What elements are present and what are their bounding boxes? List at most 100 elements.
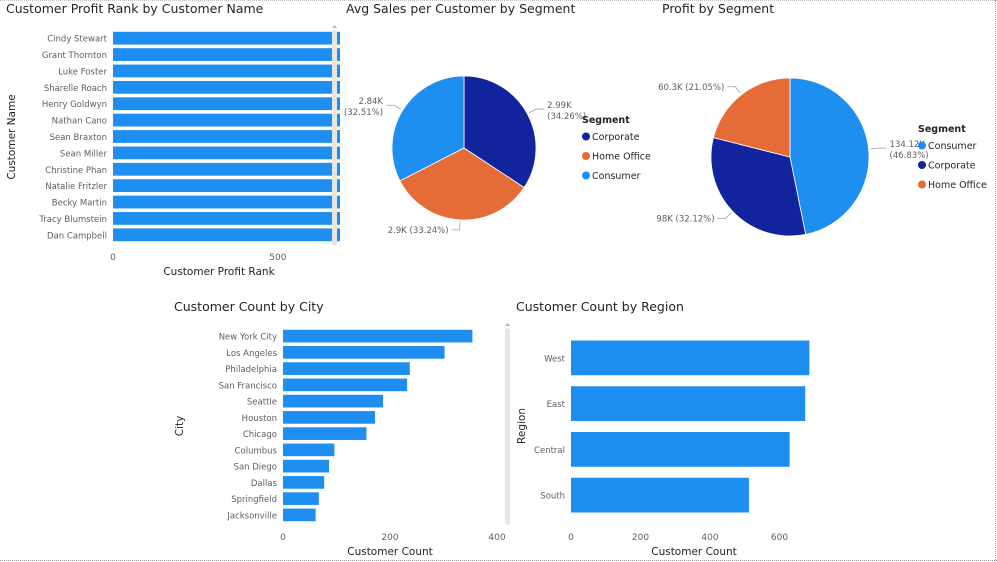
avg-sales-segment-title: Avg Sales per Customer by Segment	[346, 1, 576, 16]
category-label: Cindy Stewart	[47, 35, 107, 45]
x-tick-label: 200	[381, 533, 398, 543]
scrollbar	[332, 30, 337, 246]
legend-item: Corporate	[592, 132, 640, 143]
bar	[283, 443, 335, 457]
leader-line	[727, 86, 741, 94]
legend-item: Home Office	[928, 180, 987, 191]
category-label: Springfield	[231, 495, 277, 505]
count-city-chart: New York City Los Angeles Philadelphia San …	[174, 323, 510, 558]
canvas-right-border	[995, 0, 996, 562]
legend-title: Segment	[582, 115, 630, 126]
bar	[113, 130, 340, 143]
legend-marker	[918, 180, 926, 189]
x-tick-label: 0	[110, 253, 116, 263]
bar	[113, 195, 340, 209]
legend-item: Home Office	[592, 152, 651, 163]
pie-slice	[789, 77, 870, 235]
bar	[571, 431, 790, 467]
bar	[283, 362, 410, 375]
bar	[113, 228, 340, 242]
category-label: Chicago	[243, 430, 277, 440]
profit-rank-chart: Cindy Stewart Grant Thornton Luke Foster Sh…	[6, 25, 340, 278]
category-label: Luke Foster	[58, 67, 107, 77]
category-label: Sean Braxton	[50, 133, 107, 143]
category-label: West	[544, 354, 566, 364]
category-label: Seattle	[247, 398, 277, 408]
category-label: Sharelle Roach	[44, 84, 107, 94]
canvas-top-border	[0, 0, 997, 1]
x-tick-label: 0	[280, 533, 286, 543]
bar	[283, 346, 445, 359]
category-label: Tracy Blumstein	[38, 215, 107, 225]
category-label: Nathan Cano	[52, 117, 107, 127]
category-label: Los Angeles	[226, 349, 277, 359]
category-label: San Diego	[234, 463, 277, 473]
category-label: New York City	[219, 333, 277, 343]
legend-marker	[582, 171, 590, 180]
profit-rank-title: Customer Profit Rank by Customer Name	[6, 1, 264, 16]
profit-segment-chart: 134.12K(46.83%) 91.98K (32.12%) 60.3K (21.…	[656, 77, 987, 237]
data-label: 91.98K (32.12%)	[656, 214, 715, 224]
bar	[283, 427, 367, 440]
pie-slice	[399, 147, 525, 221]
bar	[283, 411, 376, 424]
scroll-up-icon	[332, 25, 337, 28]
category-label: Philadelphia	[225, 365, 277, 375]
profit-segment-title: Profit by Segment	[662, 1, 775, 16]
x-tick-label: 400	[488, 533, 505, 543]
data-label-percent: (32.51%)	[344, 108, 383, 118]
pie-slice	[712, 77, 791, 158]
x-axis-title: Customer Count	[347, 546, 433, 558]
legend-item: Corporate	[928, 161, 976, 172]
category-label: Dallas	[251, 479, 278, 489]
profit-rank-visual[interactable]: Customer Profit Rank by Customer Name Ci…	[0, 0, 340, 282]
legend-marker	[918, 161, 926, 169]
legend-item: Consumer	[928, 141, 977, 152]
category-label: Natalie Fritzler	[45, 182, 107, 192]
scroll-up-icon	[505, 323, 510, 326]
legend-marker	[582, 132, 590, 141]
bar	[283, 492, 319, 505]
category-label: Henry Goldwyn	[42, 100, 107, 110]
bar	[113, 64, 340, 78]
x-tick-label: 0	[568, 533, 574, 543]
scrollbar	[505, 328, 510, 525]
bar	[113, 146, 340, 160]
count-region-chart: West East Central South 0 200 400 600 Customer C…	[516, 340, 810, 558]
bar	[283, 459, 330, 473]
leader-line	[870, 147, 887, 150]
category-label: Central	[534, 446, 565, 456]
count-city-visual[interactable]: Customer Count by City New York City Los …	[166, 290, 510, 560]
bar	[571, 386, 806, 422]
category-label: Dan Campbell	[47, 231, 107, 241]
leader-line	[528, 108, 545, 114]
count-region-visual[interactable]: Customer Count by Region West East Central…	[510, 290, 840, 560]
profit-segment-visual[interactable]: Profit by Segment 134.12K(46.83%) 91.98K …	[656, 0, 994, 282]
data-label: 2.9K (33.24%)	[388, 226, 449, 236]
count-region-title: Customer Count by Region	[516, 299, 684, 314]
leader-line	[386, 104, 402, 110]
y-axis-title: City	[174, 416, 186, 437]
avg-sales-segment-chart: 2.99K(34.26%) 2.9K (33.24%) 2.84K(32.51%) S…	[344, 75, 651, 236]
bar	[283, 329, 473, 343]
x-tick-label: 500	[269, 253, 286, 263]
x-tick-label: 200	[632, 533, 649, 543]
data-label: 2.99K	[547, 101, 572, 111]
category-label: Sean Miller	[60, 149, 108, 159]
pie-slice	[710, 137, 807, 237]
category-label: Christine Phan	[45, 166, 107, 176]
legend-title: Segment	[918, 124, 966, 135]
bar	[571, 340, 810, 376]
category-label: Columbus	[235, 446, 278, 456]
bar	[113, 31, 340, 45]
y-axis-title: Region	[516, 408, 528, 444]
data-label: 60.3K (21.05%)	[658, 83, 724, 93]
data-label-percent: (46.83%)	[890, 151, 929, 161]
x-tick-label: 400	[701, 533, 718, 543]
bar	[113, 179, 340, 193]
bar	[283, 378, 408, 392]
bar	[571, 477, 749, 513]
avg-sales-segment-visual[interactable]: Avg Sales per Customer by Segment 2.99K(…	[340, 0, 660, 282]
category-label: East	[547, 400, 566, 410]
legend-marker	[582, 152, 590, 160]
